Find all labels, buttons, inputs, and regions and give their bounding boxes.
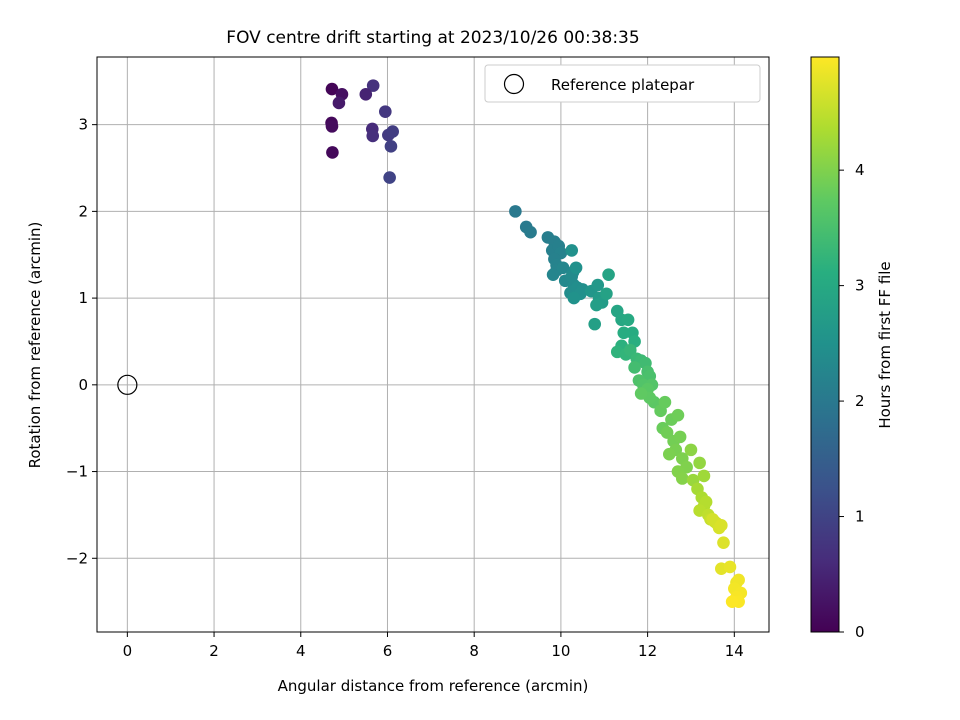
data-point <box>628 361 641 374</box>
y-tick-label: 1 <box>78 289 88 307</box>
x-tick-label: 10 <box>551 642 570 660</box>
chart-title: FOV centre drift starting at 2023/10/26 … <box>226 28 639 48</box>
data-point <box>658 395 672 409</box>
y-tick-label: 0 <box>78 376 88 394</box>
plot-frame <box>96 56 770 633</box>
data-point <box>621 313 635 327</box>
legend-entry-reference: Reference platepar <box>551 76 695 94</box>
data-point <box>693 456 706 470</box>
y-axis-ticks: −2 −1 0 1 2 3 <box>66 116 97 567</box>
data-point <box>634 387 648 400</box>
data-point <box>600 287 613 301</box>
data-point <box>697 469 711 483</box>
data-points <box>325 79 748 608</box>
data-point <box>717 536 730 549</box>
data-point <box>556 261 570 275</box>
data-point <box>671 408 685 422</box>
x-tick-label: 14 <box>725 642 744 660</box>
data-point <box>662 447 676 461</box>
data-point <box>509 205 522 218</box>
grid <box>97 57 769 632</box>
data-point <box>725 595 739 608</box>
colorbar-tick-label: 4 <box>855 161 865 179</box>
x-axis-ticks: 0 2 4 6 8 10 12 14 <box>123 632 744 660</box>
data-point <box>326 146 339 159</box>
data-point <box>673 430 687 444</box>
data-point <box>591 278 605 292</box>
data-point <box>565 244 579 257</box>
data-point <box>524 225 537 239</box>
y-axis-label: Rotation from reference (arcmin) <box>26 222 44 469</box>
data-point <box>325 120 339 133</box>
x-tick-label: 2 <box>209 642 219 660</box>
data-point <box>715 519 728 532</box>
data-point <box>699 495 713 509</box>
data-point <box>567 291 581 305</box>
data-point <box>386 125 399 138</box>
colorbar-tick-label: 3 <box>855 277 865 295</box>
x-axis-label: Angular distance from reference (arcmin) <box>278 677 589 695</box>
data-point <box>602 268 615 281</box>
data-point <box>332 96 346 110</box>
colorbar-label: Hours from first FF file <box>876 261 894 428</box>
colorbar <box>810 56 840 633</box>
data-point <box>325 82 339 96</box>
data-point <box>617 326 631 340</box>
y-tick-label: −2 <box>66 549 88 567</box>
x-tick-label: 4 <box>296 642 306 660</box>
data-point <box>675 472 689 485</box>
data-point <box>383 171 396 184</box>
data-point <box>366 129 380 143</box>
data-point <box>623 343 637 357</box>
data-point <box>569 261 583 275</box>
legend-marker <box>503 73 525 95</box>
data-point <box>546 268 560 281</box>
colorbar-tick-label: 2 <box>855 392 865 410</box>
legend-box <box>484 64 761 103</box>
data-point <box>660 426 674 439</box>
x-tick-label: 12 <box>638 642 657 660</box>
data-point <box>359 87 373 101</box>
colorbar-tick-label: 0 <box>855 623 865 641</box>
x-tick-label: 6 <box>383 642 393 660</box>
reference-marker-group <box>117 374 138 395</box>
data-point <box>588 317 602 331</box>
colorbar-ticks: 0 1 2 3 4 <box>839 161 865 641</box>
data-point <box>384 140 398 153</box>
legend: Reference platepar <box>484 64 761 103</box>
data-point <box>366 79 380 92</box>
data-point <box>379 105 392 118</box>
data-point <box>723 560 737 574</box>
x-tick-label: 0 <box>123 642 133 660</box>
y-tick-label: 2 <box>78 202 88 220</box>
colorbar-tick-label: 1 <box>855 508 865 526</box>
y-tick-label: 3 <box>78 116 88 134</box>
data-point <box>684 443 698 457</box>
data-point <box>590 298 603 312</box>
reference-platepar-marker <box>117 374 138 395</box>
x-tick-label: 8 <box>469 642 479 660</box>
y-tick-label: −1 <box>66 463 88 481</box>
